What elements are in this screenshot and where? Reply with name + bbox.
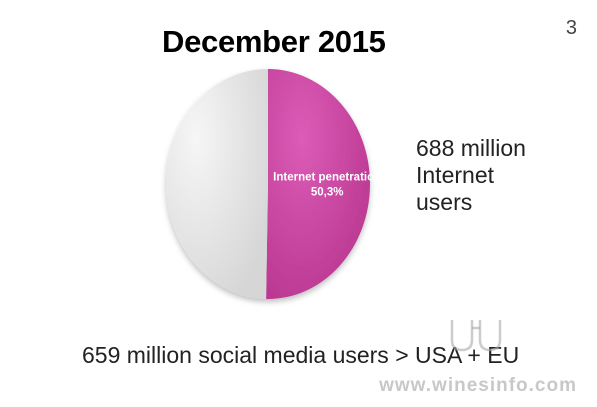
- slice-value-label: 50,3%: [311, 187, 344, 199]
- internet-users-note: 688 million Internet users: [416, 135, 526, 216]
- slice-label: Internet penetration: [273, 172, 381, 184]
- pie-slice-rest: [166, 69, 268, 299]
- pie-chart: Internet penetration 50,3%: [150, 66, 410, 326]
- internet-users-line-3: users: [416, 189, 473, 215]
- pie-chart-svg: Internet penetration 50,3%: [166, 69, 381, 299]
- watermark-logo-icon: [450, 320, 502, 352]
- social-media-note: 659 million social media users > USA + E…: [82, 342, 520, 368]
- chart-title: December 2015: [162, 24, 386, 59]
- internet-users-line-2: Internet: [416, 162, 494, 188]
- watermark: www.winesinfo.com: [379, 375, 577, 396]
- page-number: 3: [565, 17, 577, 39]
- pie-slice-internet-penetration: [266, 69, 371, 299]
- internet-users-line-1: 688 million: [416, 135, 526, 161]
